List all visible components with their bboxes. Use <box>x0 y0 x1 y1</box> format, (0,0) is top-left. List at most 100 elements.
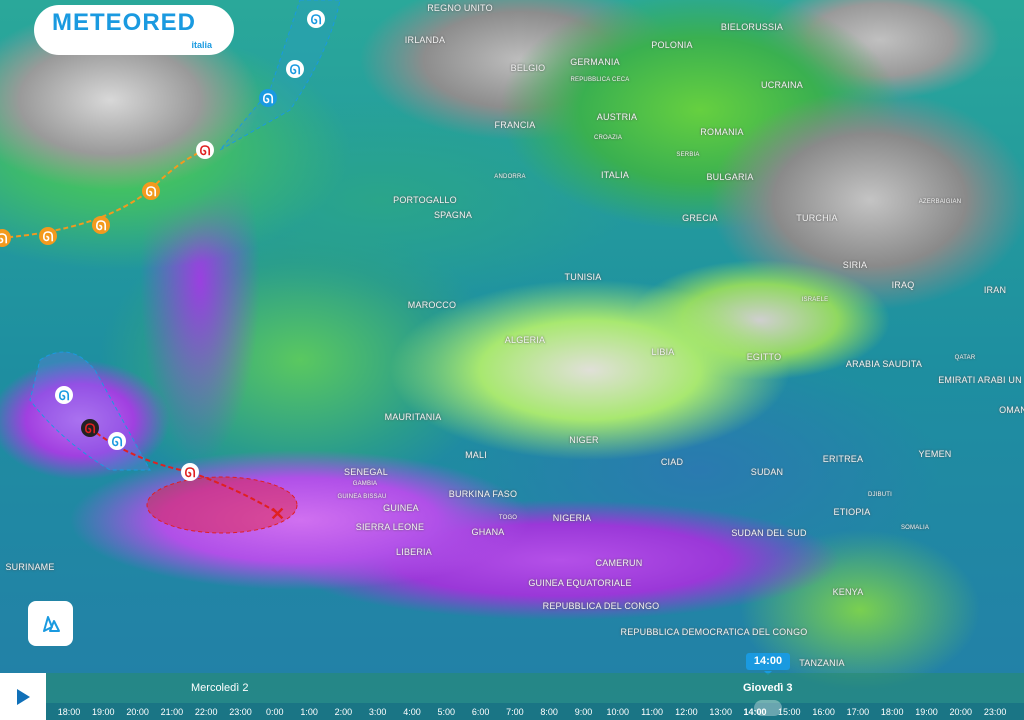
country-label: GAMBIA <box>352 481 378 487</box>
country-label: SPAGNA <box>433 210 473 220</box>
logo-sub: italia <box>191 40 212 50</box>
timeline[interactable]: Mercoledì 2 Giovedì 3 18:00 19:00 20:00 21:… <box>0 673 1024 720</box>
country-label: SOMALIA <box>900 525 930 531</box>
day-label: Mercoledì 2 <box>191 682 249 694</box>
hour-tick[interactable]: 0:00 <box>266 707 284 717</box>
country-label: BULGARIA <box>706 172 754 182</box>
country-label: CAMERUN <box>595 558 643 568</box>
timeline-days: Mercoledì 2 Giovedì 3 <box>46 673 1024 703</box>
country-label: REPUBBLICA DEMOCRATICA DEL CONGO <box>620 627 808 637</box>
storm-icon[interactable]: ᘏ <box>108 432 126 450</box>
hour-tick[interactable]: 23:00 <box>983 707 1007 717</box>
storm-icon[interactable]: ᘏ <box>196 141 214 159</box>
country-label: ETIOPIA <box>833 507 871 517</box>
hour-tick[interactable]: 10:00 <box>606 707 630 717</box>
hour-tick[interactable]: 17:00 <box>846 707 870 717</box>
country-label: REPUBBLICA DEL CONGO <box>542 601 660 611</box>
storm-cone-blue-west <box>29 351 151 471</box>
country-label: TOGO <box>498 515 518 521</box>
hour-tick[interactable]: 20:00 <box>949 707 973 717</box>
storm-end-marker: ✕ <box>270 504 285 524</box>
storm-icon[interactable]: ᘏ <box>286 60 304 78</box>
timeline-hours[interactable]: 18:00 19:00 20:00 21:00 22:00 23:00 0:00 1:00 2:… <box>46 703 1024 720</box>
hour-tick[interactable]: 19:00 <box>915 707 938 717</box>
hour-tick[interactable]: 20:00 <box>126 707 149 717</box>
hour-tick[interactable]: 7:00 <box>506 707 524 717</box>
hour-tick[interactable]: 5:00 <box>437 707 456 717</box>
storm-track-red <box>89 427 279 514</box>
hour-tick[interactable]: 12:00 <box>675 707 698 717</box>
selected-time-tooltip: 14:00 <box>746 653 790 675</box>
country-label: SENEGAL <box>344 467 388 477</box>
country-label: CIAD <box>660 457 684 467</box>
logo-brand: METEORED <box>52 9 197 36</box>
country-label: SIRIA <box>842 260 868 270</box>
country-label: KENYA <box>832 587 864 597</box>
hour-tick[interactable]: 9:00 <box>574 707 593 717</box>
hour-tick[interactable]: 4:00 <box>403 707 421 717</box>
hour-tick[interactable]: 1:00 <box>300 707 318 717</box>
country-label: GRECIA <box>682 213 718 223</box>
country-label: BURKINA FASO <box>448 489 518 499</box>
meteored-logo[interactable]: METEORED italia <box>34 5 234 55</box>
storm-icon[interactable]: ᘏ <box>55 386 73 404</box>
country-label: POLONIA <box>651 40 693 50</box>
country-label: ERITREA <box>822 454 864 464</box>
country-label: AZERBAIGIAN <box>918 199 962 205</box>
hour-tick[interactable]: 6:00 <box>471 707 490 717</box>
hour-tick[interactable]: 8:00 <box>540 707 558 717</box>
hour-tick[interactable]: 18:00 <box>57 707 81 717</box>
country-label: SURINAME <box>5 562 55 572</box>
country-label: DJIBUTI <box>867 492 893 498</box>
storm-icon[interactable]: ᘏ <box>92 216 110 234</box>
country-label: TUNISIA <box>564 272 602 282</box>
storm-icon[interactable]: ᘏ <box>39 227 57 245</box>
country-label: IRLANDA <box>404 35 446 45</box>
country-label: NIGER <box>569 435 599 445</box>
country-label: ALGERIA <box>504 335 546 345</box>
country-label: AUSTRIA <box>596 112 638 122</box>
hour-tick[interactable]: 14:00 <box>743 707 767 717</box>
hour-tick[interactable]: 13:00 <box>709 707 732 717</box>
storm-icon[interactable]: ᘏ <box>307 10 325 28</box>
hour-tick[interactable]: 3:00 <box>368 707 387 717</box>
storm-icon[interactable]: ᘏ <box>0 229 11 247</box>
country-label: BELGIO <box>510 63 546 73</box>
country-label: GUINEA EQUATORIALE <box>528 578 632 588</box>
country-label: LIBIA <box>651 347 675 357</box>
country-label: GUINEA <box>383 503 419 513</box>
country-label: GHANA <box>471 527 505 537</box>
storm-icon[interactable]: ᘏ <box>142 182 160 200</box>
country-label: LIBERIA <box>396 547 432 557</box>
country-label: UCRAINA <box>761 80 803 90</box>
timeline-handle[interactable] <box>754 700 782 716</box>
play-button[interactable] <box>0 673 46 720</box>
hour-tick[interactable]: 18:00 <box>880 707 904 717</box>
country-label: TANZANIA <box>799 658 845 668</box>
country-label: FRANCIA <box>494 120 536 130</box>
country-label: REGNO UNITO <box>427 3 493 13</box>
hour-tick[interactable]: 23:00 <box>229 707 252 717</box>
country-label: EMIRATI ARABI UN <box>938 375 1022 385</box>
country-label: SIERRA LEONE <box>355 522 425 532</box>
storm-icon[interactable]: ᘏ <box>181 463 199 481</box>
hour-tick[interactable]: 21:00 <box>160 707 184 717</box>
hour-tick[interactable]: 15:00 <box>778 707 801 717</box>
hour-tick[interactable]: 19:00 <box>92 707 115 717</box>
hour-tick[interactable]: 2:00 <box>334 707 353 717</box>
country-label: PORTOGALLO <box>393 195 457 205</box>
storm-icon[interactable]: ᘏ <box>81 419 99 437</box>
country-label: ANDORRA <box>494 174 526 180</box>
layers-button[interactable] <box>28 601 73 646</box>
storm-cone-blue-north <box>219 0 341 151</box>
country-label: BIELORUSSIA <box>720 22 784 32</box>
hour-tick[interactable]: 22:00 <box>194 707 218 717</box>
storm-cone-red <box>146 476 298 534</box>
country-label: YEMEN <box>918 449 952 459</box>
country-label: SUDAN DEL SUD <box>731 528 807 538</box>
hour-tick[interactable]: 11:00 <box>641 707 664 717</box>
hour-tick[interactable]: 16:00 <box>812 707 835 717</box>
storm-icon[interactable]: ᘏ <box>259 89 277 107</box>
country-label: EGITTO <box>746 352 782 362</box>
